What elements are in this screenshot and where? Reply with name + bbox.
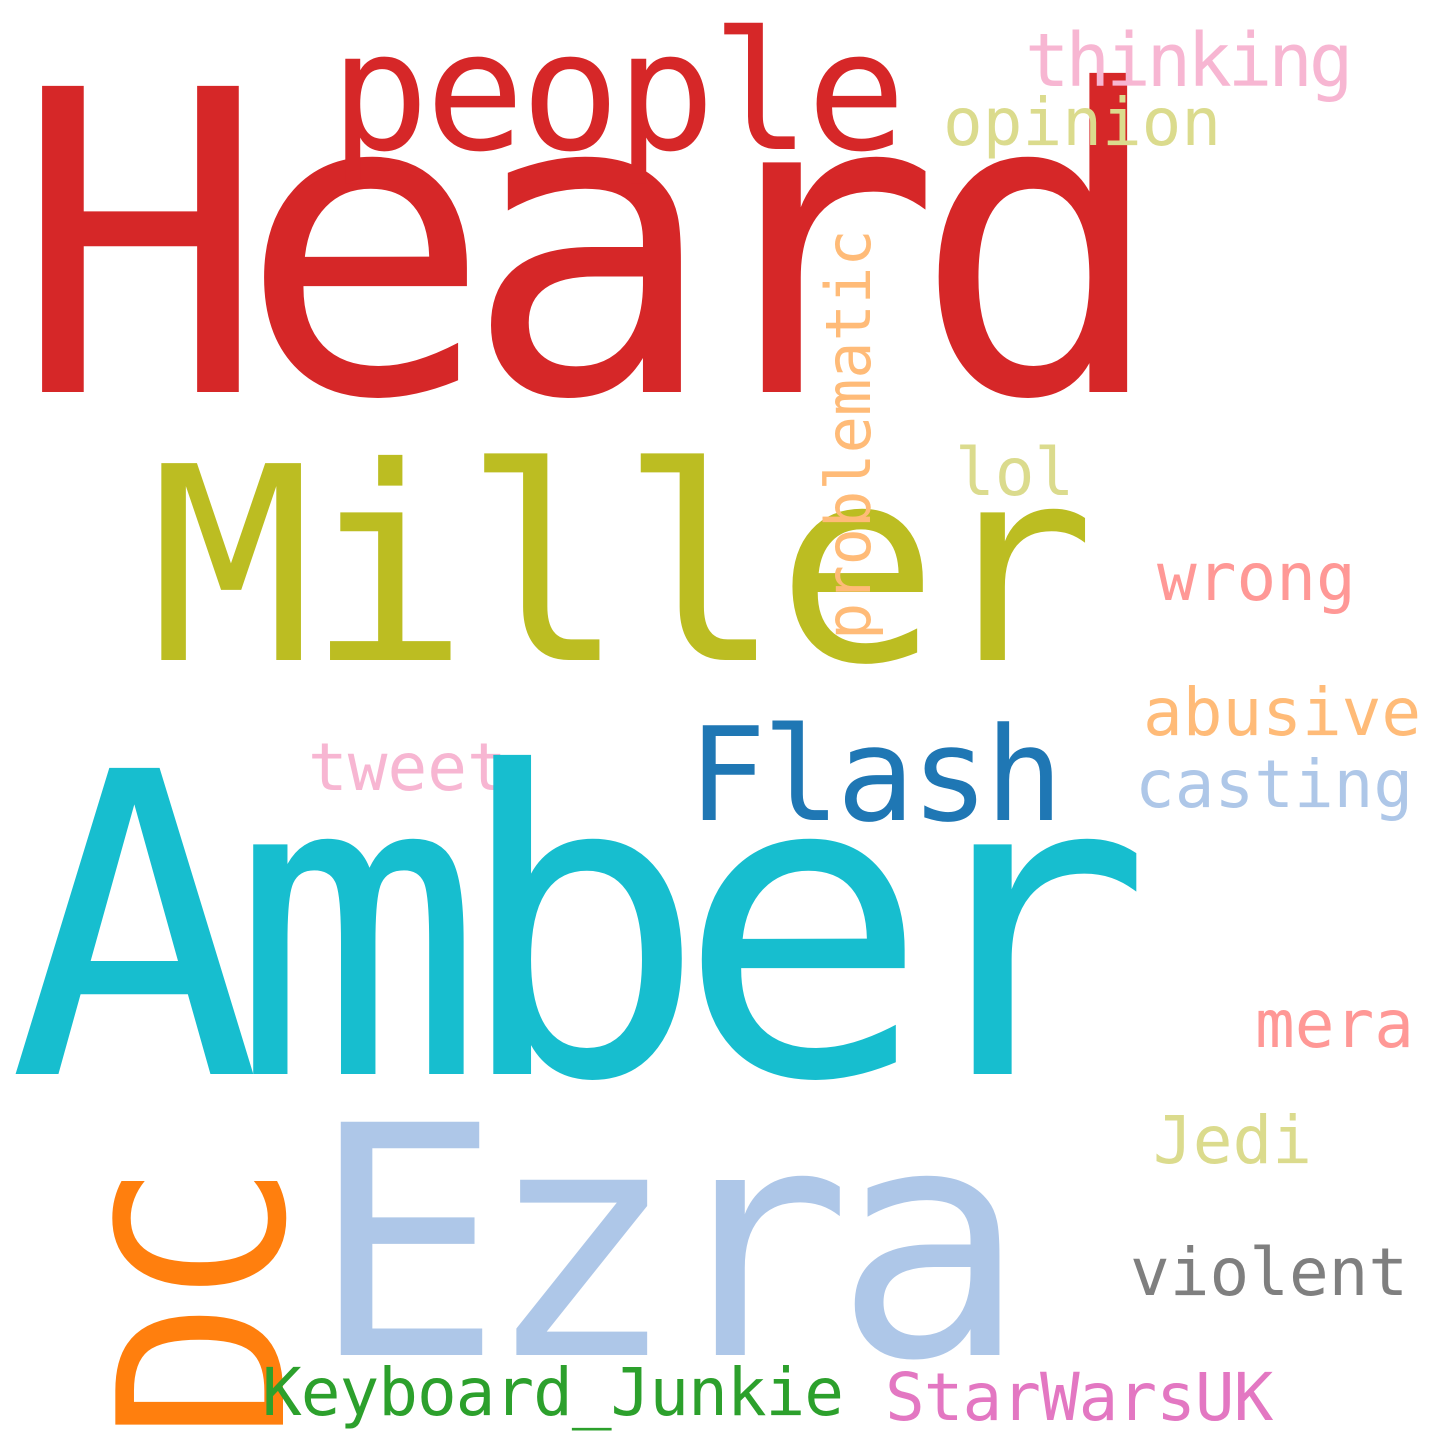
word-people: people bbox=[330, 0, 906, 188]
word-flash: Flash bbox=[688, 699, 1063, 851]
word-lol: lol bbox=[955, 434, 1075, 511]
word-abusive: abusive bbox=[1143, 674, 1422, 751]
word-amber: Amber bbox=[8, 685, 1152, 1174]
word-ezra: Ezra bbox=[310, 1059, 1027, 1431]
word-starwarsuk: StarWarsUK bbox=[885, 1359, 1273, 1436]
word-miller: Miller bbox=[150, 409, 1095, 724]
word-heard: Heard bbox=[14, 3, 1166, 492]
word-opinion: opinion bbox=[943, 84, 1222, 161]
word-thinking: thinking bbox=[1025, 18, 1353, 104]
word-keyboard-junkie: Keyboard_Junkie bbox=[262, 1354, 844, 1431]
word-casting: casting bbox=[1135, 746, 1414, 823]
word-mera: mera bbox=[1255, 986, 1414, 1063]
word-wrong: wrong bbox=[1157, 539, 1356, 616]
word-jedi: Jedi bbox=[1153, 1102, 1312, 1179]
word-problematic: problematic bbox=[812, 229, 885, 640]
word-tweet: tweet bbox=[308, 729, 507, 806]
word-violent: violent bbox=[1130, 1234, 1409, 1311]
